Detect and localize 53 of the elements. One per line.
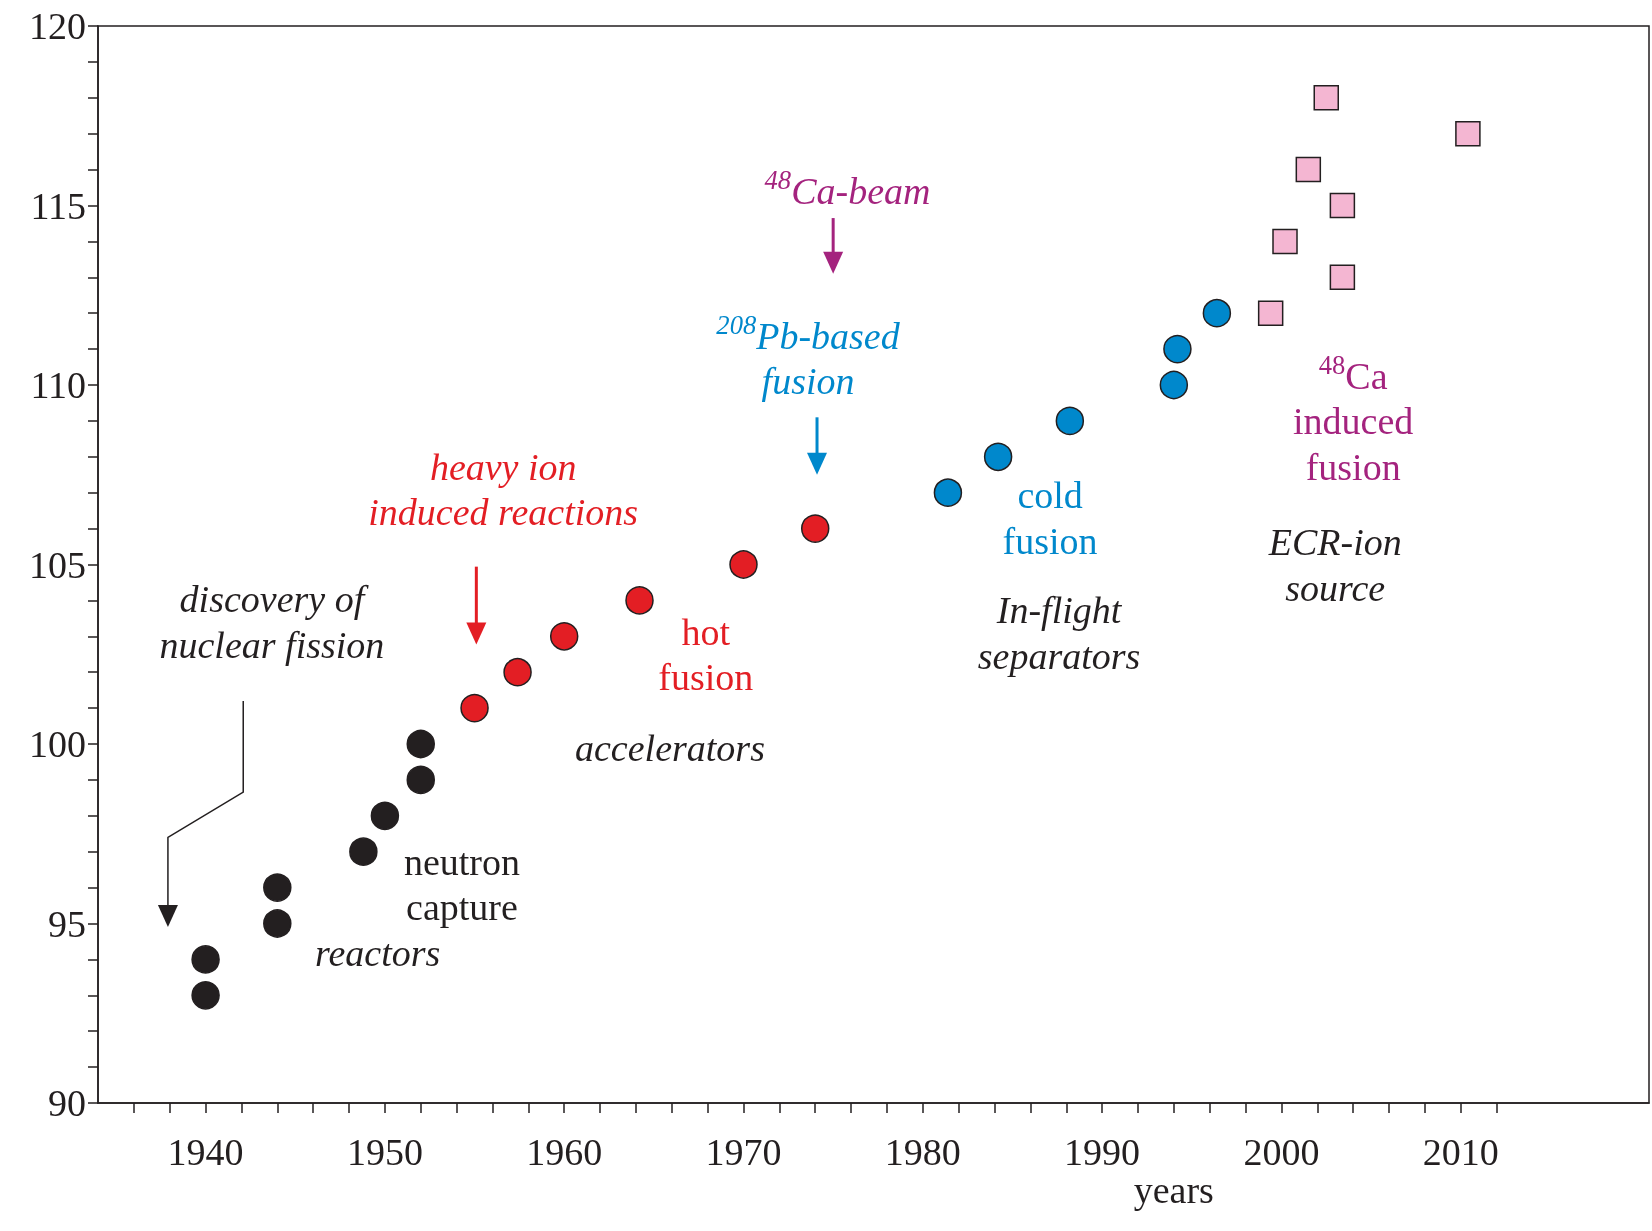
point [460, 693, 489, 723]
annotation: cold fusion [1002, 474, 1098, 562]
annotation: $^{48}$Ca-beam [764, 165, 931, 213]
annotation: neutron capture [403, 840, 521, 929]
y-tick-label: 95 [48, 902, 86, 945]
y-tick-label: 105 [29, 543, 86, 586]
x-tick-label: 1940 [167, 1131, 244, 1173]
point [1202, 298, 1232, 328]
annotation: hot fusion [658, 610, 754, 699]
point [349, 837, 378, 866]
point [983, 442, 1013, 472]
point [1329, 264, 1356, 291]
x-tick-label: 1950 [346, 1131, 423, 1173]
y-tick-label: 115 [30, 184, 86, 227]
point [406, 729, 435, 759]
point [263, 873, 292, 902]
annotation: $^{48}$Ca induced fusion [1293, 349, 1414, 488]
point [263, 909, 292, 938]
point [503, 657, 532, 687]
point [801, 514, 830, 543]
point [191, 981, 220, 1010]
x-tick-label: 1980 [884, 1131, 961, 1173]
annotation: accelerators [575, 726, 765, 769]
point [370, 801, 400, 831]
x-tick-label: 2000 [1243, 1131, 1320, 1173]
point [1159, 370, 1189, 400]
y-tick-label: 120 [29, 5, 86, 47]
point [1055, 406, 1085, 436]
point [1313, 85, 1339, 111]
point [406, 765, 435, 795]
annotation: reactors [315, 931, 441, 974]
point [625, 586, 654, 615]
x-tick-label: 1970 [705, 1131, 782, 1173]
annotation: In-flight separators [977, 589, 1141, 677]
y-tick-label: 110 [30, 364, 86, 406]
annotation: $^{208}$Pb-based fusion [716, 309, 901, 403]
point [1272, 228, 1298, 255]
point [1329, 192, 1356, 219]
annotation: heavy ion induced reactions [368, 445, 639, 534]
y-tick-label: 90 [48, 1082, 86, 1124]
point [1295, 156, 1322, 183]
point [549, 622, 579, 651]
y-tick-label: 100 [29, 723, 86, 765]
annotation: ECR-ion source [1267, 521, 1402, 609]
point [191, 945, 220, 974]
point [1455, 120, 1481, 147]
point [1163, 334, 1192, 364]
x-tick-label: 1960 [526, 1131, 603, 1173]
point [729, 550, 758, 579]
point [1257, 300, 1284, 326]
x-tick-label: 2010 [1422, 1131, 1499, 1173]
annotation: discovery of nuclear fission [159, 578, 385, 667]
point [933, 478, 963, 507]
